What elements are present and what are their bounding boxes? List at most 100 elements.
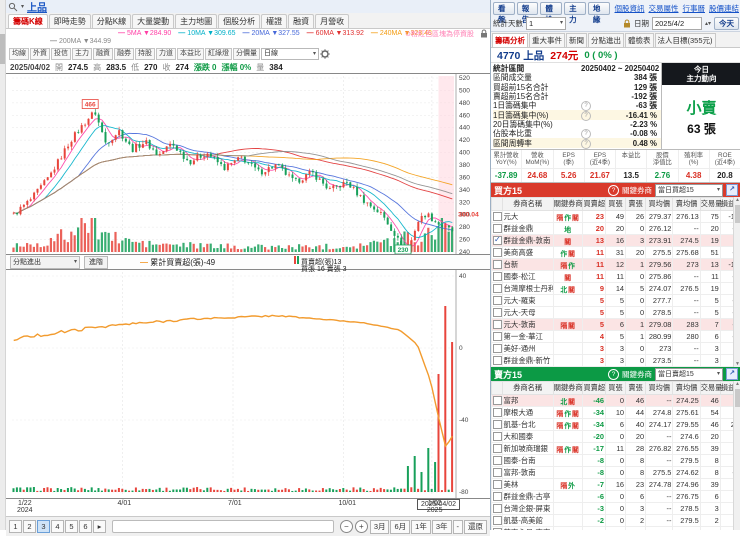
row-checkbox[interactable] — [493, 480, 502, 489]
link-交易屬性[interactable]: 交易屬性 — [649, 3, 679, 14]
tab-主力地圖[interactable]: 主力地圖 — [175, 14, 217, 28]
export-icon[interactable]: ↗ — [726, 184, 738, 196]
row-checkbox[interactable] — [493, 432, 502, 441]
key-icon[interactable] — [623, 19, 631, 28]
row-checkbox[interactable] — [493, 420, 502, 429]
page-button-2[interactable]: 2 — [23, 520, 36, 533]
row-checkbox[interactable] — [493, 396, 502, 405]
tab-月營收[interactable]: 月營收 — [315, 14, 349, 28]
page-button-1[interactable]: 1 — [9, 520, 22, 533]
row-checkbox[interactable] — [493, 332, 502, 341]
row-checkbox[interactable] — [493, 284, 502, 293]
range-button-3月[interactable]: 3月 — [370, 520, 390, 534]
tab-大量變動[interactable]: 大量變動 — [132, 14, 174, 28]
toolbar-主力[interactable]: 主力 — [72, 48, 92, 60]
col-header-買張[interactable]: 買張 — [605, 198, 625, 211]
row-checkbox[interactable] — [493, 468, 502, 477]
row-checkbox[interactable] — [493, 212, 502, 221]
zoom-in-icon[interactable]: + — [355, 520, 368, 533]
toolbar-外資[interactable]: 外資 — [30, 48, 50, 60]
col-header-關鍵券商[interactable]: 關鍵券商 — [553, 382, 583, 395]
search-icon[interactable] — [8, 2, 18, 12]
row-checkbox[interactable] — [493, 456, 502, 465]
search-caret-icon[interactable]: ▾ — [21, 3, 24, 10]
rtab-分點進出[interactable]: 分點進出 — [588, 33, 624, 47]
col-header-買張[interactable]: 買張 — [605, 382, 625, 395]
col-header-賣均價[interactable]: 賣均價 — [673, 382, 700, 395]
row-checkbox[interactable] — [493, 272, 502, 281]
chart-scrollbar[interactable] — [112, 520, 334, 533]
tab-個股分析[interactable]: 個股分析 — [218, 14, 260, 28]
col-header-checkbox[interactable] — [492, 382, 503, 395]
page-button-4[interactable]: 4 — [51, 520, 64, 533]
row-checkbox[interactable] — [493, 356, 502, 365]
export-icon[interactable]: ↗ — [726, 368, 738, 380]
col-header-checkbox[interactable] — [492, 198, 503, 211]
range-button-還原[interactable]: 還原 — [464, 520, 487, 534]
sell-filter-select[interactable]: 當日賣超15▾ — [655, 368, 723, 381]
range-button-3年[interactable]: 3年 — [432, 520, 452, 534]
question-icon[interactable]: ? — [581, 139, 591, 149]
col-header-券商名稱[interactable]: 券商名稱 — [502, 382, 553, 395]
page-button-6[interactable]: 6 — [79, 520, 92, 533]
row-checkbox[interactable] — [493, 260, 502, 269]
tab-權證[interactable]: 權證 — [261, 14, 287, 28]
zoom-out-icon[interactable]: − — [340, 520, 353, 533]
link-行事曆[interactable]: 行事曆 — [683, 3, 706, 14]
row-checkbox[interactable] — [493, 308, 502, 317]
col-header-賣均價[interactable]: 賣均價 — [673, 198, 700, 211]
row-checkbox[interactable] — [493, 504, 502, 513]
link-個股資訊[interactable]: 個股資訊 — [615, 3, 645, 14]
row-checkbox[interactable] — [493, 296, 502, 305]
question-icon[interactable]: ? — [581, 111, 591, 121]
col-header-交易量[interactable]: 交易量 — [700, 198, 720, 211]
buy-table-scrollbar[interactable]: ▲▼ — [733, 197, 740, 367]
advanced-button[interactable]: 進階 — [84, 256, 108, 269]
col-header-買均價[interactable]: 買均價 — [646, 198, 673, 211]
date-spinner-icon[interactable]: ▴▾ — [705, 20, 711, 27]
toolbar-融資[interactable]: 融資 — [93, 48, 113, 60]
broker-row-華南永昌-南京[interactable]: 華南永昌-南京-202--27721 — [492, 527, 740, 531]
row-checkbox[interactable] — [493, 236, 502, 245]
broker-row-凱基-高美館[interactable]: 凱基-高美館-202--279.521 — [492, 515, 740, 527]
gear-icon[interactable] — [320, 49, 330, 59]
col-header-買賣超[interactable]: 買賣超 — [583, 382, 606, 395]
sell-table-scrollbar[interactable]: ▲▼ — [733, 381, 740, 530]
branch-flow-select[interactable]: 分點進出▾ — [10, 256, 80, 269]
broker-row-國泰-台南[interactable]: 國泰-台南-808--279.584 — [492, 455, 740, 467]
buy-filter-select[interactable]: 當日買超15▾ — [655, 184, 723, 197]
row-checkbox[interactable] — [493, 444, 502, 453]
rp-button-看盤[interactable]: 看盤 — [493, 2, 515, 15]
date-input[interactable]: 2025/4/2 — [652, 17, 702, 30]
toolbar-分價量[interactable]: 分價量 — [233, 48, 260, 60]
left-scrollbar-thumb[interactable] — [0, 34, 5, 64]
toolbar-力道[interactable]: 力道 — [156, 48, 176, 60]
tab-分點K線[interactable]: 分點K線 — [92, 14, 131, 28]
period-select[interactable]: 日線▾ — [261, 48, 319, 60]
toolbar-本益比[interactable]: 本益比 — [177, 48, 204, 60]
toolbar-持股[interactable]: 持股 — [135, 48, 155, 60]
page-next-button[interactable]: ▸ — [93, 520, 106, 533]
col-header-券商名稱[interactable]: 券商名稱 — [502, 198, 553, 211]
row-checkbox[interactable] — [493, 408, 502, 417]
rp-button-體檢[interactable]: 體檢 — [540, 2, 562, 15]
row-checkbox[interactable] — [493, 344, 502, 353]
rtab-新聞[interactable]: 新聞 — [566, 33, 587, 47]
tab-融資[interactable]: 融資 — [288, 14, 314, 28]
rtab-籌碼分析[interactable]: 籌碼分析 — [492, 33, 528, 47]
stat-days-select[interactable]: 1▾ — [526, 17, 566, 30]
toolbar-投信[interactable]: 投信 — [51, 48, 71, 60]
